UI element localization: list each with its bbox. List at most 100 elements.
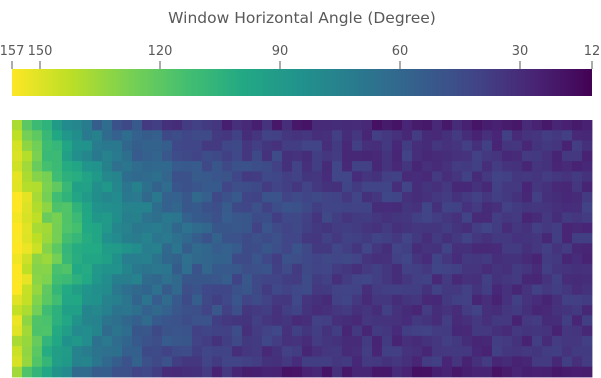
- heatmap-cell: [362, 161, 373, 172]
- heatmap-cell: [422, 356, 433, 368]
- heatmap-cell: [112, 325, 123, 337]
- heatmap-cell: [562, 325, 573, 337]
- heatmap-cell: [372, 150, 383, 162]
- heatmap-cell: [572, 161, 583, 172]
- heatmap-cell: [132, 325, 143, 337]
- heatmap-cell: [252, 233, 263, 244]
- heatmap-cell: [342, 305, 353, 316]
- heatmap-cell: [562, 284, 573, 296]
- heatmap-cell: [32, 263, 43, 275]
- heatmap-cell: [352, 366, 363, 378]
- heatmap-cell: [462, 284, 473, 296]
- heatmap-cell: [182, 325, 193, 337]
- heatmap-cell: [122, 161, 133, 172]
- heatmap-cell: [532, 325, 543, 337]
- heatmap-cell: [412, 171, 423, 183]
- heatmap-cell: [372, 366, 383, 378]
- heatmap-cell: [152, 294, 163, 306]
- heatmap-cell: [442, 263, 453, 275]
- heatmap-cell: [162, 191, 173, 203]
- heatmap-cell: [552, 120, 563, 131]
- heatmap-cell: [142, 161, 153, 172]
- heatmap-cell: [562, 263, 573, 275]
- heatmap-cell: [212, 305, 223, 316]
- heatmap-cell: [452, 315, 463, 326]
- heatmap-cell: [202, 140, 213, 152]
- heatmap-cell: [492, 150, 503, 162]
- heatmap-cell: [62, 202, 73, 213]
- heatmap-cell: [582, 191, 593, 203]
- heatmap-cell: [452, 294, 463, 306]
- heatmap-cell: [402, 253, 413, 265]
- heatmap-cell: [222, 120, 233, 131]
- heatmap-cell: [362, 294, 373, 306]
- heatmap-cell: [162, 366, 173, 378]
- heatmap-cell: [222, 305, 233, 316]
- heatmap-cell: [512, 305, 523, 316]
- heatmap-cell: [112, 294, 123, 306]
- heatmap-cell: [142, 191, 153, 203]
- heatmap-cell: [572, 243, 583, 255]
- heatmap-cell: [362, 243, 373, 255]
- heatmap-cell: [62, 325, 73, 337]
- heatmap-cell: [162, 171, 173, 183]
- heatmap-cell: [82, 294, 93, 306]
- heatmap-cell: [392, 253, 403, 265]
- heatmap-cell: [212, 202, 223, 213]
- heatmap-cell: [152, 150, 163, 162]
- heatmap-cell: [192, 243, 203, 255]
- heatmap-cell: [182, 222, 193, 234]
- heatmap-cell: [492, 191, 503, 203]
- heatmap-cell: [222, 315, 233, 326]
- heatmap-cell: [172, 150, 183, 162]
- heatmap-cell: [182, 335, 193, 347]
- heatmap-cell: [422, 294, 433, 306]
- heatmap-cell: [442, 253, 453, 265]
- heatmap-cell: [482, 212, 493, 224]
- heatmap-cell: [532, 305, 543, 316]
- heatmap-cell: [332, 335, 343, 347]
- heatmap-cell: [282, 222, 293, 234]
- heatmap-cell: [312, 346, 323, 357]
- heatmap-cell: [232, 315, 243, 326]
- heatmap-cell: [212, 233, 223, 244]
- heatmap-cell: [52, 171, 63, 183]
- heatmap-cell: [222, 356, 233, 368]
- heatmap-cell: [232, 356, 243, 368]
- heatmap-cell: [542, 346, 553, 357]
- heatmap-cell: [42, 212, 53, 224]
- heatmap-cell: [22, 191, 33, 203]
- heatmap-cell: [382, 181, 393, 193]
- heatmap-cell: [342, 171, 353, 183]
- heatmap-cell: [362, 335, 373, 347]
- heatmap-cell: [152, 191, 163, 203]
- heatmap-cell: [202, 233, 213, 244]
- heatmap-cell: [492, 263, 503, 275]
- heatmap-cell: [372, 130, 383, 141]
- heatmap-cell: [532, 181, 543, 193]
- heatmap-cell: [262, 120, 273, 131]
- heatmap-cell: [532, 335, 543, 347]
- heatmap-cell: [532, 171, 543, 183]
- heatmap-cell: [82, 120, 93, 131]
- heatmap-cell: [402, 274, 413, 285]
- heatmap-cell: [582, 284, 593, 296]
- heatmap-cell: [292, 181, 303, 193]
- heatmap-cell: [232, 263, 243, 275]
- heatmap-cell: [552, 171, 563, 183]
- heatmap-cell: [352, 120, 363, 131]
- heatmap-cell: [162, 181, 173, 193]
- heatmap-cell: [542, 356, 553, 368]
- heatmap-cell: [392, 366, 403, 378]
- heatmap-cell: [182, 243, 193, 255]
- heatmap-cell: [242, 325, 253, 337]
- heatmap-cell: [102, 253, 113, 265]
- heatmap-cell: [332, 191, 343, 203]
- heatmap-cell: [12, 171, 23, 183]
- heatmap-cell: [232, 366, 243, 378]
- heatmap-cell: [212, 284, 223, 296]
- heatmap-cell: [182, 294, 193, 306]
- heatmap-cell: [92, 366, 103, 378]
- heatmap-cell: [462, 305, 473, 316]
- heatmap-cell: [292, 202, 303, 213]
